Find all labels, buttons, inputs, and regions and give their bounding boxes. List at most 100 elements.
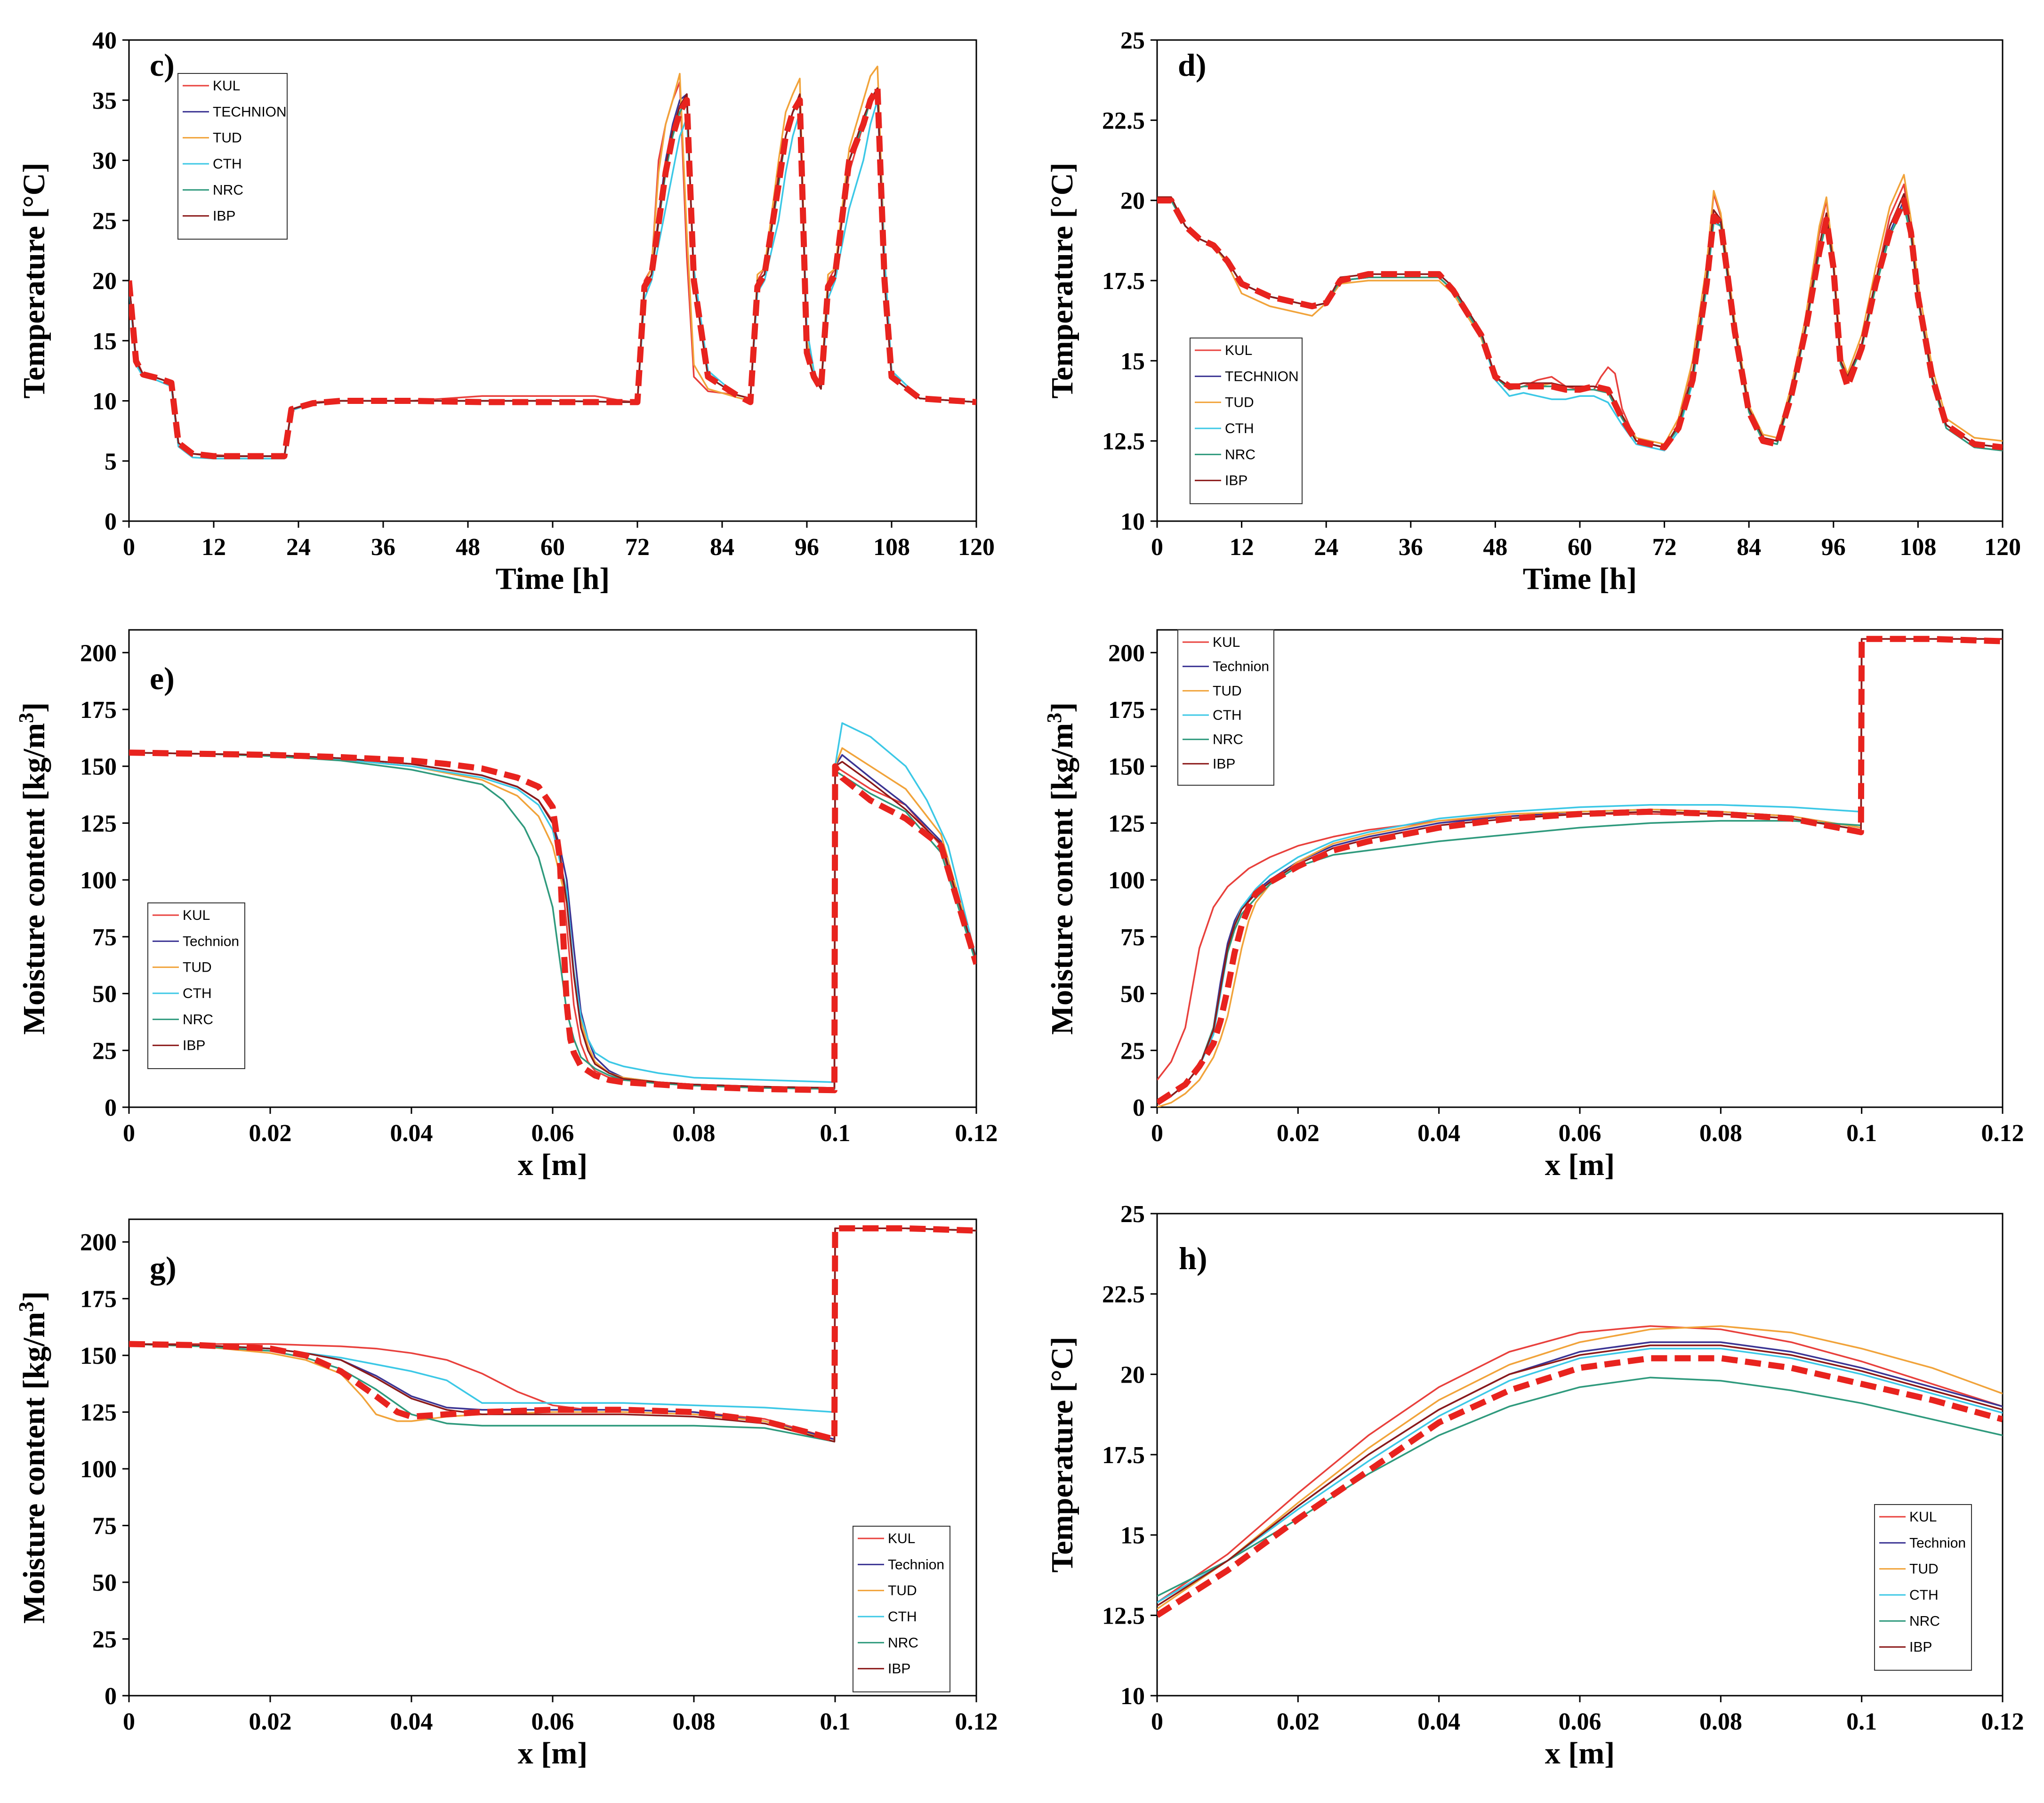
y-tick-label: 0 [105, 1683, 117, 1710]
legend: KUL Technion TUD CTH NRC IBP [147, 902, 245, 1069]
legend: KUL TECHNION TUD CTH NRC IBP [1190, 338, 1303, 504]
y-tick-label: 0 [105, 1095, 117, 1121]
x-tick-label: 0.06 [1559, 1120, 1601, 1147]
legend-box [177, 73, 288, 240]
y-tick-label: 20 [1120, 1361, 1145, 1388]
legend-entry: TECHNION [213, 104, 287, 120]
y-tick-label: 200 [80, 1229, 117, 1256]
legend-entry: IBP [1225, 473, 1247, 489]
x-tick-label: 0.04 [1417, 1708, 1460, 1735]
panel-label: g) [150, 1250, 177, 1286]
y-tick-label: 125 [1108, 810, 1145, 837]
legend-entry: NRC [888, 1635, 918, 1650]
y-tick-label: 10 [92, 388, 117, 415]
y-tick-label: 22.5 [1102, 107, 1145, 134]
y-tick-label: 10 [1120, 1683, 1145, 1710]
legend-entry: Technion [183, 934, 239, 949]
y-tick-label: 50 [92, 1570, 117, 1596]
y-tick-label: 12.5 [1102, 428, 1145, 455]
legend: KUL Technion TUD CTH NRC IBP [853, 1526, 950, 1692]
x-axis-label: x [m] [1545, 1736, 1615, 1771]
legend-entry: TUD [888, 1583, 917, 1599]
x-tick-label: 12 [1230, 534, 1254, 561]
y-tick-label: 15 [92, 328, 117, 355]
y-tick-label: 22.5 [1102, 1281, 1145, 1308]
x-tick-label: 96 [795, 534, 819, 561]
y-tick-label: 125 [80, 1400, 117, 1426]
legend-entry: Technion [888, 1557, 944, 1572]
x-tick-label: 0.08 [1699, 1708, 1742, 1735]
x-tick-label: 0.04 [1417, 1120, 1460, 1147]
legend-entry: KUL [1225, 343, 1252, 358]
series-line-reference [1157, 1355, 2003, 1618]
legend-entry: KUL [888, 1531, 915, 1546]
y-tick-label: 12.5 [1102, 1602, 1145, 1629]
x-tick-label: 60 [540, 534, 565, 561]
x-tick-label: 108 [1899, 534, 1936, 561]
x-tick-label: 0.1 [1846, 1708, 1877, 1735]
x-tick-label: 120 [1984, 534, 2021, 561]
x-tick-label: 0.08 [1699, 1120, 1742, 1147]
y-tick-label: 25 [92, 208, 117, 234]
x-tick-label: 0.1 [820, 1120, 851, 1147]
x-tick-label: 60 [1568, 534, 1592, 561]
series-group [1157, 174, 2003, 451]
y-axis-label: Temperature [°C] [1045, 1336, 1079, 1572]
legend-entry: IBP [1213, 756, 1235, 772]
y-tick-label: 100 [1108, 867, 1145, 894]
series-line-kul [1157, 1325, 2003, 1603]
legend-entry: CTH [1909, 1587, 1939, 1603]
x-axis-label: Time [h] [496, 562, 610, 596]
x-tick-label: 48 [1483, 534, 1507, 561]
x-tick-label: 48 [456, 534, 480, 561]
x-tick-label: 72 [1652, 534, 1677, 561]
y-tick-label: 150 [1108, 754, 1145, 781]
x-tick-label: 0.08 [673, 1708, 716, 1735]
y-tick-label: 50 [92, 981, 117, 1008]
legend-entry: KUL [183, 908, 210, 923]
x-tick-label: 0.12 [955, 1120, 998, 1147]
y-tick-label: 25 [1120, 1038, 1145, 1064]
y-tick-label: 75 [92, 924, 117, 951]
legend-entry: TUD [1225, 395, 1254, 411]
y-axis-label: Temperature [°C] [17, 162, 51, 398]
x-tick-label: 96 [1821, 534, 1846, 561]
y-tick-label: 25 [1120, 1201, 1145, 1228]
y-tick-label: 75 [1120, 924, 1145, 951]
plot-area [128, 1218, 977, 1697]
y-tick-label: 0 [105, 508, 117, 535]
legend-entry: CTH [1225, 421, 1254, 436]
legend-entry: TUD [213, 130, 242, 146]
x-axis-label: x [m] [1545, 1148, 1615, 1182]
x-tick-label: 0 [1151, 1120, 1163, 1147]
x-tick-label: 36 [371, 534, 395, 561]
x-tick-label: 0.04 [390, 1708, 433, 1735]
legend-entry: NRC [213, 182, 243, 198]
y-tick-label: 100 [80, 1456, 117, 1483]
legend-entry: IBP [888, 1661, 910, 1677]
y-tick-label: 200 [80, 640, 117, 667]
series-group [129, 1225, 976, 1443]
legend-entry: KUL [1213, 635, 1240, 650]
y-tick-label: 17.5 [1102, 268, 1145, 295]
y-tick-label: 25 [1120, 27, 1145, 54]
y-tick-label: 25 [92, 1038, 117, 1064]
legend-entry: IBP [213, 209, 235, 224]
y-tick-label: 17.5 [1102, 1442, 1145, 1469]
x-tick-label: 36 [1399, 534, 1423, 561]
plot-area [128, 629, 977, 1108]
series-line-cth [129, 722, 976, 1083]
chart-panel-c: 0 5 10 15 20 25 30 35 40 0 12 24 36 48 60 72 84 96 108 120 T… [17, 27, 995, 596]
x-tick-label: 24 [286, 534, 311, 561]
legend-entry: TECHNION [1225, 369, 1299, 384]
series-group [129, 65, 976, 459]
y-tick-label: 0 [1133, 1095, 1145, 1121]
y-tick-label: 175 [80, 697, 117, 724]
y-tick-label: 35 [92, 88, 117, 114]
y-tick-label: 20 [92, 268, 117, 295]
plot-area [1156, 629, 2004, 1108]
x-tick-label: 12 [201, 534, 226, 561]
x-tick-label: 0.12 [1981, 1708, 2024, 1735]
series-line-ibp [129, 751, 976, 1089]
